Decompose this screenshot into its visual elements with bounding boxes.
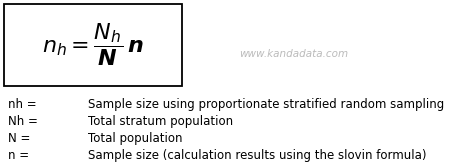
Text: Sample size using proportionate stratified random sampling: Sample size using proportionate stratifi…	[88, 98, 444, 111]
Text: $\boldsymbol{n_h} = \dfrac{\boldsymbol{N_h}}{\boldsymbol{N}}\,\boldsymbol{n}$: $\boldsymbol{n_h} = \dfrac{\boldsymbol{N…	[42, 22, 144, 68]
Text: Nh =: Nh =	[8, 115, 38, 128]
Text: Total stratum population: Total stratum population	[88, 115, 233, 128]
Text: Total population: Total population	[88, 132, 182, 145]
Text: n =: n =	[8, 149, 29, 162]
Text: N =: N =	[8, 132, 30, 145]
Text: nh =: nh =	[8, 98, 36, 111]
Text: Sample size (calculation results using the slovin formula): Sample size (calculation results using t…	[88, 149, 427, 162]
Text: www.kandadata.com: www.kandadata.com	[239, 49, 348, 59]
Bar	[4, 4, 182, 86]
